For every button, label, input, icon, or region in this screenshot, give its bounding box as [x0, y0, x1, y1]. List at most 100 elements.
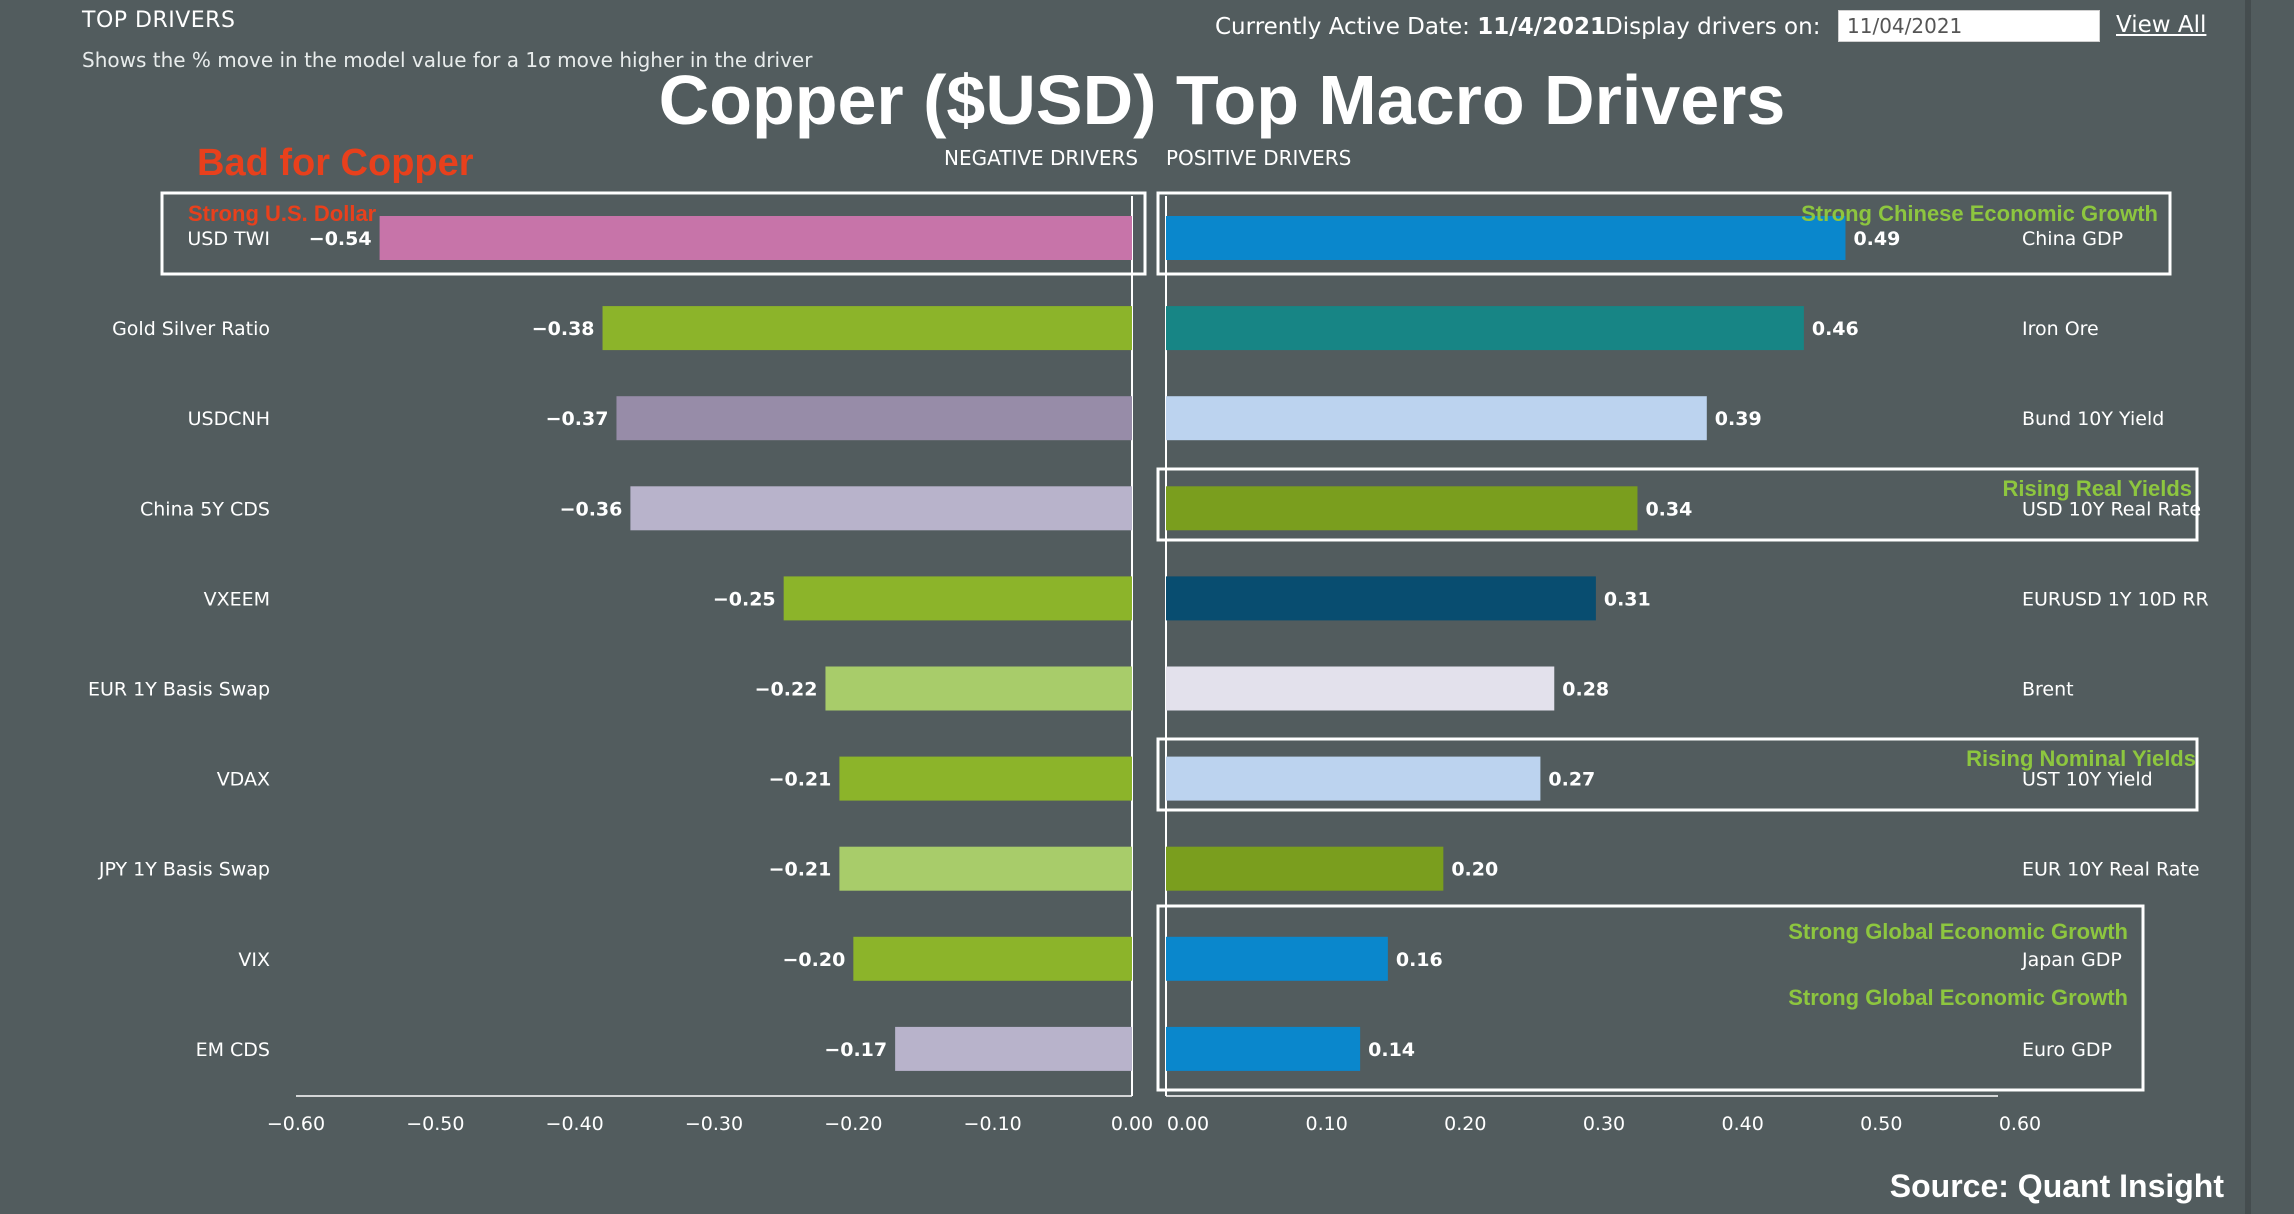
negative-value-label-9: −0.17 — [824, 1039, 887, 1061]
negative-value-label-8: −0.20 — [783, 949, 846, 971]
positive-value-label-7: 0.20 — [1451, 859, 1498, 881]
negative-category-label-8: VIX — [238, 949, 270, 971]
annotation-4: Strong Global Economic Growth — [1788, 919, 2128, 944]
negative-category-label-3: China 5Y CDS — [140, 498, 270, 520]
negative-bar-3 — [630, 486, 1132, 531]
highlight-box-china-gdp — [1156, 191, 2172, 276]
positive-category-label-6: UST 10Y Yield — [2022, 769, 2153, 791]
negative-category-label-4: VXEEM — [204, 588, 270, 610]
negative-category-label-1: Gold Silver Ratio — [112, 318, 270, 340]
positive-category-label-5: Brent — [2022, 679, 2074, 701]
negative-bar-7 — [839, 846, 1132, 891]
positive-category-label-0: China GDP — [2022, 228, 2123, 250]
display-drivers-label: Display drivers on: — [1605, 14, 1821, 40]
negative-category-label-6: VDAX — [217, 769, 270, 791]
negative-category-label-0: USD TWI — [187, 228, 270, 250]
positive-value-label-2: 0.39 — [1715, 408, 1762, 430]
positive-tick-label-2: 0.20 — [1444, 1113, 1486, 1135]
positive-bar-3 — [1166, 486, 1638, 531]
positive-bar-9 — [1166, 1026, 1361, 1071]
positive-category-label-1: Iron Ore — [2022, 318, 2099, 340]
positive-value-label-5: 0.28 — [1562, 679, 1609, 701]
chart-main-title: Copper ($USD) Top Macro Drivers — [658, 61, 1786, 139]
negative-value-label-7: −0.21 — [769, 859, 832, 881]
positive-value-label-9: 0.14 — [1368, 1039, 1415, 1061]
negative-tick-label-4: −0.20 — [824, 1113, 882, 1135]
positive-category-label-2: Bund 10Y Yield — [2022, 408, 2164, 430]
negative-tick-label-2: −0.40 — [546, 1113, 604, 1135]
positive-tick-label-4: 0.40 — [1722, 1113, 1764, 1135]
annotation-1: Strong Chinese Economic Growth — [1801, 201, 2158, 226]
annotation-2: Rising Real Yields — [2002, 476, 2192, 501]
negative-category-label-7: JPY 1Y Basis Swap — [98, 859, 270, 881]
positive-bar-6 — [1166, 756, 1541, 801]
annotation-0: Strong U.S. Dollar — [188, 201, 377, 226]
negative-value-label-4: −0.25 — [713, 588, 776, 610]
bad-for-copper-label: Bad for Copper — [197, 142, 474, 184]
highlight-box-real-yields — [1156, 467, 2199, 542]
negative-value-label-5: −0.22 — [755, 679, 818, 701]
negative-drivers-header: NEGATIVE DRIVERS — [944, 146, 1139, 170]
top-drivers-subtitle: Shows the % move in the model value for … — [82, 48, 813, 72]
display-date-input[interactable] — [1838, 10, 2100, 42]
negative-tick-label-5: −0.10 — [964, 1113, 1022, 1135]
highlight-box-global-growth — [1156, 904, 2145, 1092]
positive-category-label-7: EUR 10Y Real Rate — [2022, 859, 2200, 881]
positive-value-label-8: 0.16 — [1396, 949, 1443, 971]
annotation-5: Strong Global Economic Growth — [1788, 985, 2128, 1010]
negative-tick-label-0: −0.60 — [267, 1113, 325, 1135]
positive-bar-2 — [1166, 396, 1707, 441]
negative-tick-label-1: −0.50 — [406, 1113, 464, 1135]
negative-bar-4 — [783, 576, 1132, 621]
positive-bar-7 — [1166, 846, 1444, 891]
negative-value-label-1: −0.38 — [532, 318, 595, 340]
positive-tick-label-0: 0.00 — [1167, 1113, 1209, 1135]
negative-tick-label-3: −0.30 — [685, 1113, 743, 1135]
negative-bar-9 — [895, 1026, 1132, 1071]
negative-category-label-5: EUR 1Y Basis Swap — [88, 679, 270, 701]
positive-bar-4 — [1166, 576, 1596, 621]
positive-category-label-9: Euro GDP — [2022, 1039, 2112, 1061]
positive-bar-8 — [1166, 936, 1388, 981]
negative-bar-5 — [825, 666, 1132, 711]
positive-value-label-3: 0.34 — [1645, 498, 1692, 520]
positive-tick-label-5: 0.50 — [1860, 1113, 1902, 1135]
negative-value-label-0: −0.54 — [309, 228, 372, 250]
negative-value-label-3: −0.36 — [560, 498, 623, 520]
negative-category-label-9: EM CDS — [196, 1039, 270, 1061]
positive-bar-5 — [1166, 666, 1555, 711]
positive-bar-0 — [1166, 216, 1846, 260]
positive-category-label-3: USD 10Y Real Rate — [2022, 498, 2201, 520]
positive-value-label-4: 0.31 — [1604, 588, 1651, 610]
positive-value-label-1: 0.46 — [1812, 318, 1859, 340]
negative-bar-6 — [839, 756, 1132, 801]
negative-tick-label-6: 0.00 — [1111, 1113, 1153, 1135]
active-date-value: 11/4/2021 — [1477, 14, 1607, 40]
positive-bar-1 — [1166, 306, 1804, 351]
positive-category-label-8: Japan GDP — [2021, 949, 2122, 971]
positive-tick-label-1: 0.10 — [1306, 1113, 1348, 1135]
positive-drivers-header: POSITIVE DRIVERS — [1166, 146, 1352, 170]
negative-bar-0 — [379, 216, 1133, 260]
negative-bar-1 — [602, 306, 1132, 351]
positive-tick-label-3: 0.30 — [1583, 1113, 1625, 1135]
view-all-link[interactable]: View All — [2116, 12, 2207, 38]
active-date-display: Currently Active Date: 11/4/2021 — [1215, 14, 1606, 40]
negative-value-label-2: −0.37 — [546, 408, 609, 430]
positive-tick-label-6: 0.60 — [1999, 1113, 2041, 1135]
positive-value-label-0: 0.49 — [1853, 228, 1900, 250]
active-date-label: Currently Active Date: — [1215, 14, 1478, 40]
positive-value-label-6: 0.27 — [1548, 769, 1595, 791]
negative-bar-8 — [853, 936, 1132, 981]
negative-bar-2 — [616, 396, 1132, 441]
right-edge-divider — [2245, 0, 2251, 1214]
source-credit: Source: Quant Insight — [1889, 1168, 2224, 1204]
negative-category-label-2: USDCNH — [188, 408, 270, 430]
annotation-3: Rising Nominal Yields — [1966, 746, 2196, 771]
top-drivers-title: TOP DRIVERS — [82, 8, 236, 33]
negative-value-label-6: −0.21 — [769, 769, 832, 791]
highlight-box-usd-twi — [160, 191, 1147, 276]
positive-category-label-4: EURUSD 1Y 10D RR — [2022, 588, 2209, 610]
highlight-box-nominal-yields — [1156, 737, 2199, 812]
